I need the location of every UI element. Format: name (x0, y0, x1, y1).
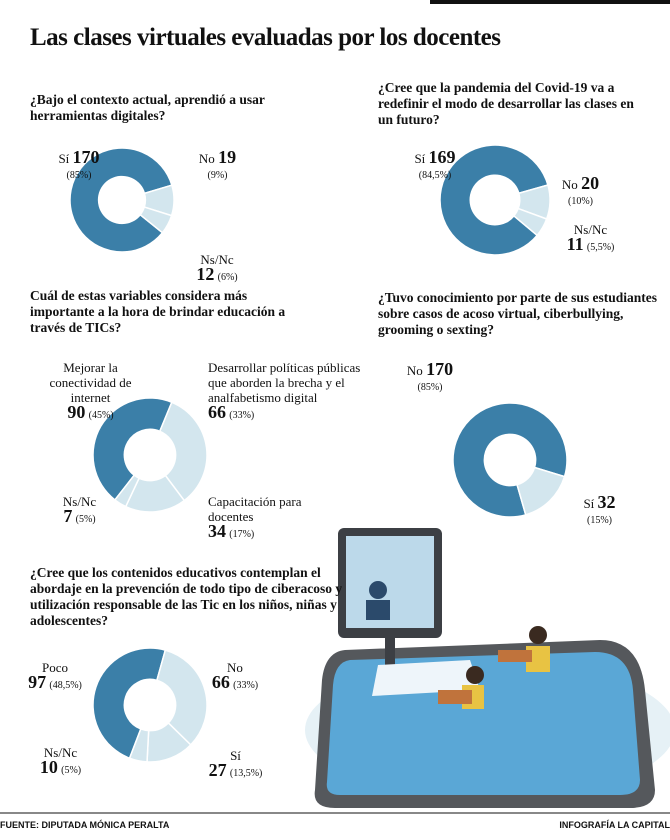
percent-label: (5%) (61, 765, 82, 776)
category-label: Sí (230, 748, 241, 763)
slice (92, 647, 167, 760)
category-label: Ns/Nc (200, 252, 234, 267)
value-label: 170 (426, 359, 454, 379)
data-label: No 170 (85%) (395, 359, 465, 395)
question: ¿Cree que la pandemia del Covid-19 va a … (378, 80, 634, 127)
data-label: No 20 (10%) (553, 173, 608, 209)
percent-label: (48,5%) (49, 680, 82, 691)
student (529, 626, 547, 644)
data-label: Ns/Nc 11 (5,5%) (553, 222, 628, 255)
value-label: 66 (211, 672, 230, 692)
percent-label: (85%) (66, 170, 92, 181)
value-label: 10 (39, 757, 58, 777)
slice (452, 402, 568, 518)
slice (128, 727, 150, 763)
value-label: 12 (196, 264, 215, 284)
title: Las clases virtuales evaluadas por los d… (30, 24, 501, 51)
value-label: 34 (208, 521, 226, 541)
value-label: 20 (581, 173, 600, 193)
percent-label: (33%) (229, 410, 255, 421)
slice (512, 207, 548, 237)
slice (516, 466, 566, 516)
category-label: Ns/Nc (62, 494, 97, 509)
percent-label: (85%) (417, 382, 443, 393)
data-label: Ns/Nc 7 (5%) (52, 494, 107, 527)
category-label: Ns/Nc (573, 222, 608, 237)
teacher (369, 581, 387, 599)
percent-label: (45%) (88, 410, 114, 421)
value-label: 97 (28, 672, 47, 692)
student (466, 666, 484, 684)
data-label: Capacitación para docentes 34 (17%) (208, 494, 338, 542)
data-label: No 19 (9%) (190, 147, 245, 183)
slice (439, 144, 549, 256)
value-label: 169 (428, 147, 456, 167)
data-label: No 66 (33%) (200, 660, 270, 693)
keyboard (372, 660, 480, 696)
credit: INFOGRAFÍA LA CAPITAL (559, 820, 670, 830)
percent-label: (9%) (207, 170, 228, 181)
category-label: Capacitación para docentes (208, 494, 302, 524)
data-label: Poco 97 (48,5%) (10, 660, 100, 693)
data-label: Sí 169 (84,5%) (400, 147, 470, 183)
value-label: 7 (63, 506, 73, 526)
value-label: 32 (597, 492, 616, 512)
slice (69, 147, 173, 253)
percent-label: (84,5%) (418, 170, 452, 181)
slice (139, 206, 173, 234)
data-label: Sí 32 (15%) (572, 492, 627, 528)
percent-label: (15%) (587, 515, 612, 526)
slice (158, 401, 208, 502)
category-label: Sí (414, 151, 426, 166)
slice (155, 649, 208, 746)
category-label: No (561, 177, 578, 192)
percent-label: (5%) (75, 514, 96, 525)
value-label: 170 (72, 147, 100, 167)
teacher-body (366, 600, 390, 620)
value-label: 19 (218, 147, 237, 167)
value-label: 90 (67, 402, 86, 422)
category-label: No (227, 660, 243, 675)
data-label: Desarrollar políticas públicas que abord… (208, 360, 368, 423)
data-label: Ns/Nc 10 (5%) (28, 745, 93, 778)
question: ¿Bajo el contexto actual, aprendió a usa… (30, 92, 265, 123)
question: ¿Cree que los contenidos educativos cont… (30, 565, 343, 628)
category-label: Desarrollar políticas públicas que abord… (208, 360, 361, 405)
category-label: Sí (583, 496, 595, 511)
top-bar (430, 0, 670, 4)
data-label: Ns/Nc 12 (6%) (172, 252, 262, 285)
percent-label: (10%) (568, 196, 593, 207)
value-label: 11 (566, 234, 584, 254)
slice (113, 474, 141, 508)
category-label: Ns/Nc (43, 745, 78, 760)
question: ¿Tuvo conocimiento por parte de sus estu… (378, 290, 658, 337)
category-label: No (406, 363, 423, 378)
data-label: Mejorar la conectividad de internet 90 (… (38, 360, 143, 423)
category-label: Poco (42, 660, 68, 675)
monitor-stand (385, 638, 395, 666)
percent-label: (6%) (217, 272, 238, 283)
question: Cuál de estas variables considera más im… (30, 288, 286, 335)
illustration (305, 528, 670, 808)
data-label: Sí 170 (85%) (44, 147, 114, 183)
value-label: 66 (208, 402, 226, 422)
slice (92, 397, 173, 501)
percent-label: (13,5%) (229, 768, 263, 779)
desk (498, 650, 532, 662)
percent-label: (5,5%) (586, 242, 615, 253)
percent-label: (33%) (233, 680, 259, 691)
percent-label: (17%) (229, 529, 255, 540)
category-label: Mejorar la conectividad de internet (49, 360, 132, 405)
category-label: No (198, 151, 215, 166)
value-label: 27 (208, 760, 227, 780)
desk (438, 690, 472, 704)
data-label: Sí 27 (13,5%) (198, 748, 273, 781)
category-label: Sí (58, 151, 70, 166)
source: FUENTE: DIPUTADA MÓNICA PERALTA (0, 820, 170, 830)
